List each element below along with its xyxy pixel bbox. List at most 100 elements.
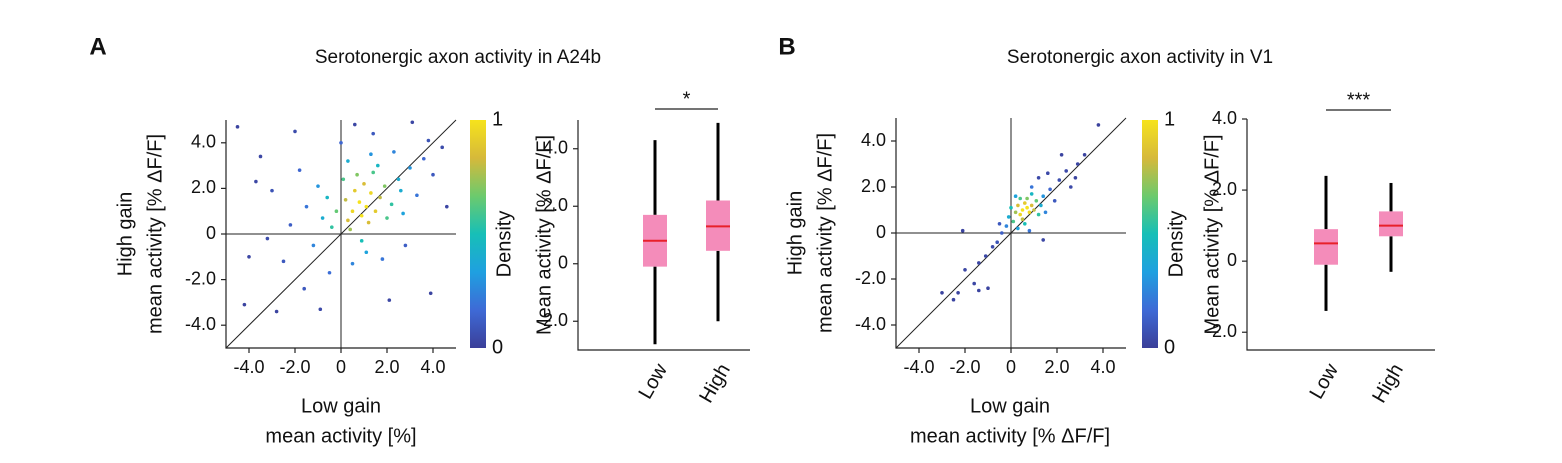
point: [1013, 210, 1018, 215]
point: [1032, 208, 1036, 212]
point: [1025, 205, 1029, 210]
y-axis-label: High gain: [784, 191, 806, 276]
point: [378, 195, 382, 200]
point: [1041, 194, 1045, 198]
point: [353, 188, 357, 193]
point: [401, 211, 405, 216]
y-tick-label: -2.0: [185, 268, 216, 288]
chart-title: Serotonergic axon activity in V1: [1007, 47, 1273, 68]
point: [318, 307, 323, 312]
point: [1029, 203, 1034, 208]
colorbar-tick-label: 0: [492, 336, 503, 358]
point: [382, 184, 387, 188]
colorbar-label: Density: [493, 211, 515, 278]
x-tick-label: 4.0: [420, 357, 445, 377]
point: [951, 297, 956, 302]
point: [983, 254, 988, 258]
point: [960, 228, 965, 233]
colorbar-tick-label: 1: [1164, 108, 1175, 130]
point: [270, 188, 274, 193]
x-tick-label: -2.0: [279, 357, 310, 377]
y-tick-label: -2.0: [855, 268, 886, 288]
axes: [577, 120, 750, 351]
point: [977, 261, 981, 265]
point: [426, 138, 431, 143]
point: [302, 286, 307, 291]
point: [990, 245, 995, 249]
x-axis-label: Low gain: [301, 395, 381, 417]
point: [396, 177, 401, 182]
box: [1314, 229, 1338, 265]
point: [265, 236, 270, 241]
point: [1011, 219, 1016, 224]
point: [1041, 238, 1045, 242]
point: [1036, 176, 1041, 180]
y-axis-label: High gain: [114, 192, 136, 277]
point: [1069, 185, 1073, 189]
point: [242, 302, 247, 307]
point: [1039, 203, 1043, 208]
point: [288, 223, 293, 227]
colorbar-tick-label: 0: [1164, 336, 1175, 358]
point: [1018, 196, 1022, 201]
point: [940, 291, 944, 295]
y-tick-label: 4.0: [861, 130, 886, 150]
x-axis-label: Low gain: [970, 395, 1050, 417]
axes: [1246, 119, 1435, 351]
point: [350, 261, 355, 266]
colorbar-label: Density: [1165, 211, 1187, 278]
significance-label: ***: [1347, 89, 1371, 111]
point: [334, 209, 339, 213]
point: [320, 216, 325, 220]
point: [1059, 153, 1064, 157]
axes: [895, 118, 1126, 349]
point: [1000, 231, 1004, 235]
colorbar-tick-label: 1: [492, 108, 503, 130]
point: [1004, 224, 1009, 228]
x-tick-label: 2.0: [1044, 357, 1069, 377]
point: [387, 298, 392, 302]
point: [1082, 153, 1087, 157]
point: [972, 281, 976, 286]
point: [371, 170, 376, 175]
identity-line: [225, 119, 457, 349]
point: [1057, 178, 1062, 182]
point: [385, 216, 389, 220]
point: [1027, 210, 1032, 215]
x-tick-label: 0: [336, 357, 346, 377]
point: [1096, 123, 1101, 127]
point: [1064, 169, 1068, 173]
point: [366, 220, 371, 225]
x-axis-label: mean activity [% ΔF/F]: [910, 425, 1110, 447]
point: [346, 159, 350, 163]
y-tick-label: 4.0: [543, 138, 568, 158]
point: [293, 129, 297, 134]
y-tick-label: 0: [1227, 250, 1237, 270]
significance-label: *: [683, 88, 691, 110]
point: [399, 188, 403, 193]
y-axis-label: mean activity [% ΔF/F]: [814, 133, 836, 333]
point: [1046, 171, 1050, 175]
point: [1023, 222, 1027, 226]
point: [380, 257, 385, 261]
point: [403, 243, 408, 248]
point: [359, 239, 364, 243]
point: [431, 172, 435, 177]
point: [343, 198, 348, 202]
point: [1075, 162, 1080, 166]
point: [1048, 187, 1052, 192]
point: [357, 200, 362, 204]
point: [1043, 210, 1048, 215]
point: [1052, 199, 1057, 203]
point: [364, 204, 369, 209]
point: [986, 286, 990, 291]
point: [1025, 196, 1029, 201]
point: [408, 166, 412, 170]
point: [281, 259, 286, 264]
point: [1006, 215, 1011, 219]
point: [350, 209, 355, 213]
y-tick-label: 2.0: [543, 310, 568, 330]
y-tick-label: 0: [206, 223, 216, 243]
point: [963, 268, 967, 272]
